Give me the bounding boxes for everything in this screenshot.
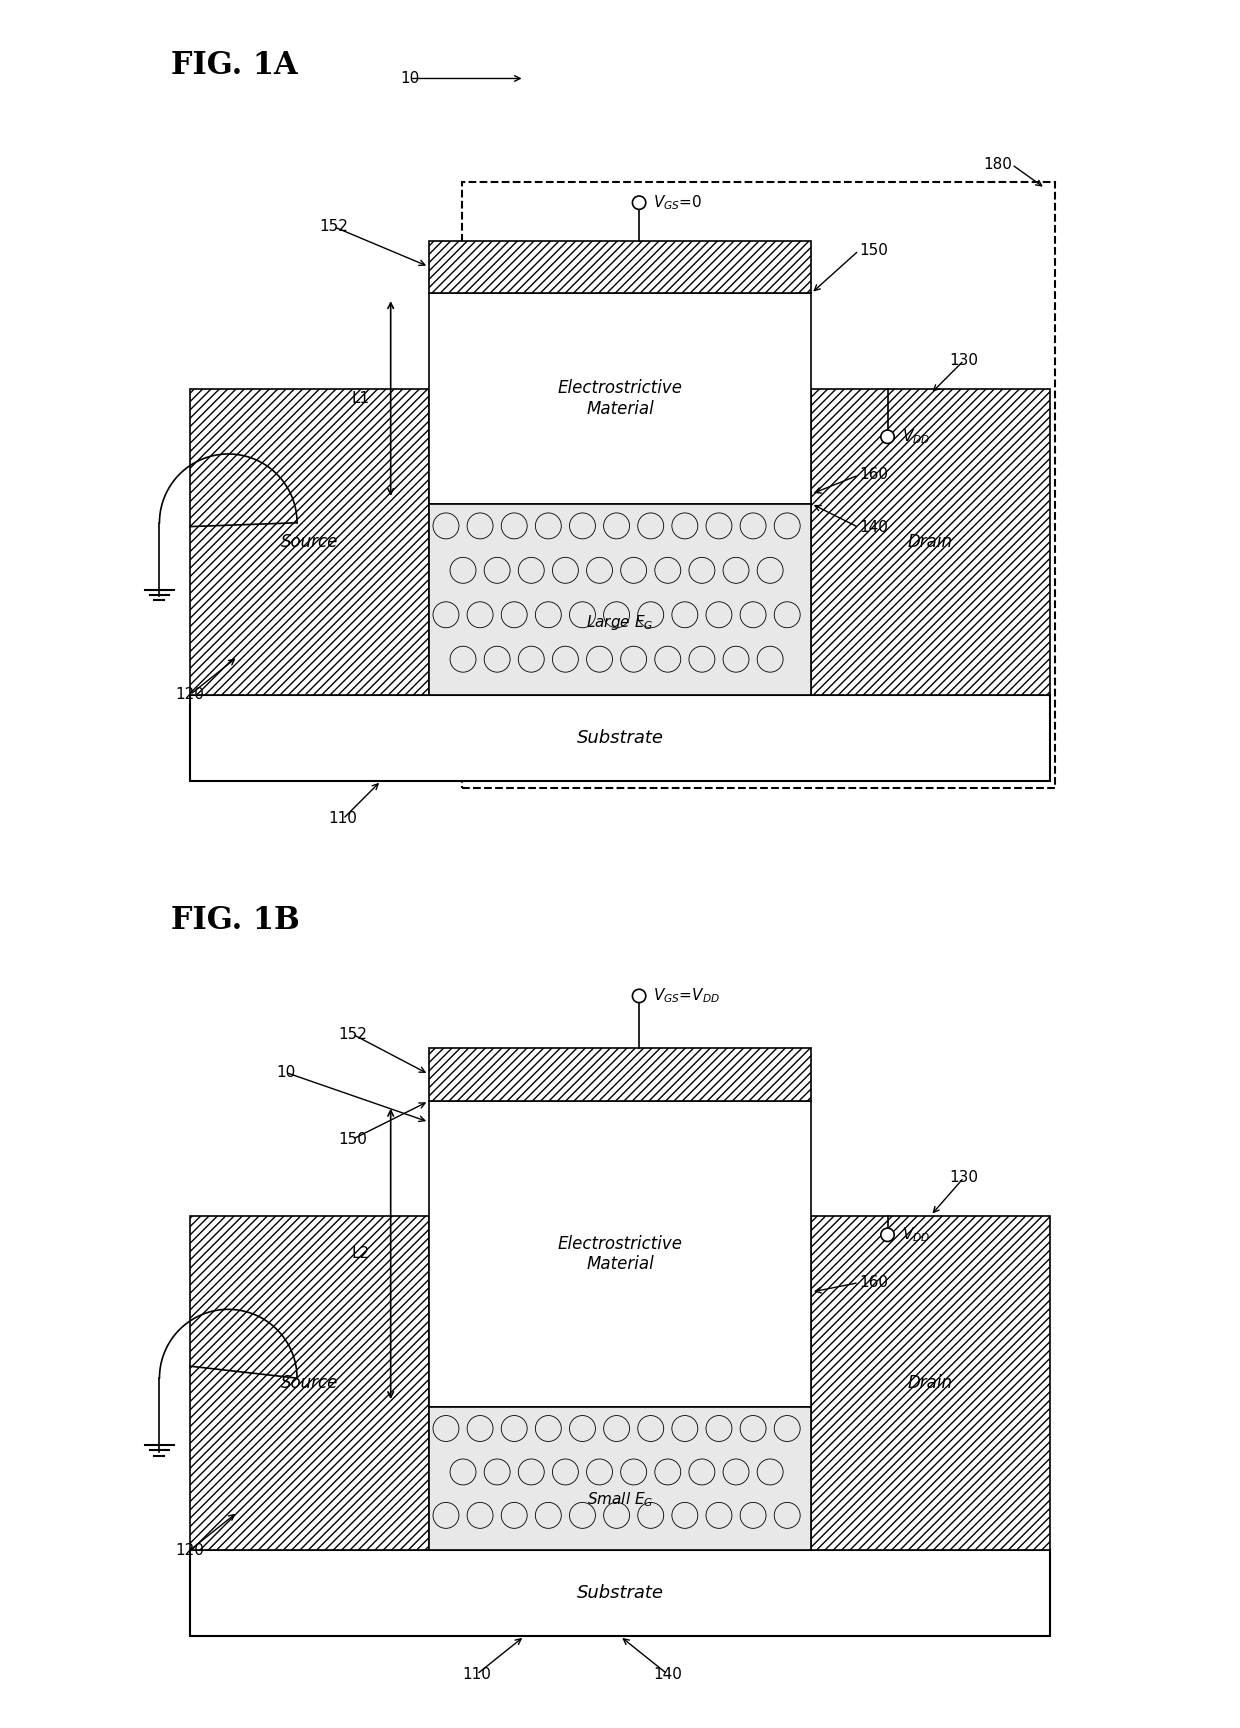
- Circle shape: [632, 195, 646, 209]
- Bar: [190, 695, 1050, 781]
- Text: Large $\mathit{E_G}$: Large $\mathit{E_G}$: [587, 613, 653, 632]
- Bar: [429, 503, 811, 695]
- Text: 130: 130: [950, 353, 978, 368]
- Circle shape: [632, 988, 646, 1002]
- Bar: [811, 389, 1050, 695]
- Text: Substrate: Substrate: [577, 729, 663, 746]
- Bar: [429, 294, 811, 503]
- Text: L1: L1: [351, 391, 370, 406]
- Text: 150: 150: [859, 244, 888, 257]
- Text: Substrate: Substrate: [577, 1585, 663, 1602]
- Text: 110: 110: [329, 812, 357, 826]
- Text: $V_{DD}$: $V_{DD}$: [901, 1225, 930, 1244]
- Bar: [463, 181, 1055, 788]
- Text: Small $\mathit{E_G}$: Small $\mathit{E_G}$: [587, 1491, 653, 1509]
- Text: 160: 160: [859, 468, 888, 482]
- Text: Drain: Drain: [908, 532, 954, 551]
- Bar: [811, 1217, 1050, 1550]
- Text: 110: 110: [463, 1668, 491, 1681]
- Text: 10: 10: [401, 71, 419, 86]
- Text: 150: 150: [339, 1132, 367, 1147]
- Text: Source: Source: [280, 532, 339, 551]
- Circle shape: [880, 1229, 894, 1241]
- Text: Electrostrictive
Material: Electrostrictive Material: [558, 378, 682, 418]
- Text: Drain: Drain: [908, 1374, 954, 1393]
- Text: 152: 152: [339, 1026, 367, 1042]
- Text: 10: 10: [277, 1064, 295, 1080]
- Text: 130: 130: [950, 1170, 978, 1185]
- Text: 120: 120: [176, 1543, 205, 1557]
- Text: 140: 140: [859, 520, 888, 536]
- Text: Source: Source: [280, 1374, 339, 1393]
- Text: 140: 140: [653, 1668, 682, 1681]
- Bar: [190, 389, 429, 695]
- Text: 180: 180: [983, 157, 1012, 173]
- Text: $V_{GS}$=$V_{DD}$: $V_{GS}$=$V_{DD}$: [653, 987, 720, 1006]
- Text: L2: L2: [351, 1246, 370, 1261]
- Bar: [429, 240, 811, 294]
- Text: Electrostrictive
Material: Electrostrictive Material: [558, 1234, 682, 1274]
- Bar: [429, 1101, 811, 1407]
- Text: $V_{GS}$=0: $V_{GS}$=0: [653, 194, 703, 213]
- Circle shape: [880, 430, 894, 444]
- Text: 120: 120: [176, 688, 205, 702]
- Bar: [190, 1217, 429, 1550]
- Text: FIG. 1A: FIG. 1A: [171, 50, 298, 81]
- Text: 160: 160: [859, 1275, 888, 1291]
- Bar: [429, 1407, 811, 1550]
- Text: $V_{DD}$: $V_{DD}$: [901, 427, 930, 446]
- Text: 152: 152: [319, 219, 347, 233]
- Bar: [429, 1049, 811, 1101]
- Bar: [190, 1550, 1050, 1636]
- Text: FIG. 1B: FIG. 1B: [171, 905, 300, 937]
